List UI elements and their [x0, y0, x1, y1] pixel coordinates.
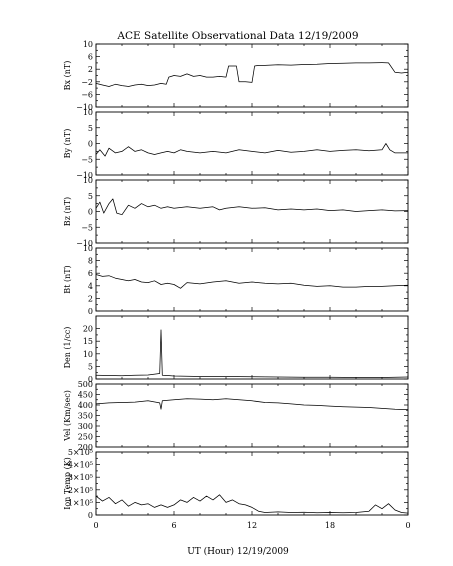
y-tick-label: −10 [76, 239, 93, 248]
series-line-temp [95, 494, 409, 514]
y-tick-label: 4×10⁵ [68, 461, 93, 470]
x-tick-label: 12 [247, 521, 257, 530]
y-tick-label: 6 [88, 53, 93, 62]
y-tick-label: 5×10⁵ [68, 448, 93, 457]
y-tick-label: −10 [76, 103, 93, 112]
y-tick-label: −6 [81, 90, 93, 99]
y-tick-label: 8 [88, 257, 93, 266]
x-axis-tick-labels: 0 6 12 18 0 [93, 521, 410, 530]
y-axis-label: Vel (Km/sec) [63, 390, 72, 442]
y-axis-label: Bt (nT) [63, 265, 72, 293]
y-tick-label: 0 [88, 511, 93, 520]
x-tick-label: 18 [325, 521, 335, 530]
y-tick-label: −10 [76, 171, 93, 180]
y-tick-label: 250 [78, 433, 93, 442]
y-tick-label: −5 [81, 155, 93, 164]
y-tick-label: 10 [83, 244, 93, 253]
panel-frame [95, 383, 409, 448]
y-axis-label: Bx (nT) [63, 61, 72, 91]
x-axis-label: UT (Hour) 12/19/2009 [187, 546, 289, 557]
y-tick-label: 2×10⁵ [68, 486, 93, 495]
y-tick-label: 10 [83, 176, 93, 185]
y-tick-label: 3×10⁵ [68, 473, 93, 482]
y-tick-label: 6 [88, 269, 93, 278]
y-tick-label: 400 [78, 401, 93, 410]
y-tick-label: 10 [83, 108, 93, 117]
y-tick-label: 1×10⁵ [68, 498, 93, 507]
series-line-by [95, 143, 408, 157]
y-tick-label: 5 [88, 124, 93, 133]
series-line-den [95, 329, 409, 378]
y-tick-label: 500 [78, 380, 93, 389]
panel-frame [95, 315, 409, 380]
y-tick-label: 2 [88, 65, 93, 74]
panel-frame [95, 247, 409, 312]
series-line-bt [95, 274, 409, 289]
panel-frame [95, 111, 409, 176]
panel-bx: 10 6 2 −2 −6 −10 Bx (nT) [63, 40, 409, 112]
y-tick-label: 2 [88, 294, 93, 303]
y-tick-label: 300 [78, 422, 93, 431]
series-line-bz [95, 198, 409, 216]
panel-bt: 10 8 6 4 2 0 Bt (nT) [63, 244, 409, 316]
panel-by: 10 5 0 −5 −10 By (nT) [63, 108, 409, 180]
y-tick-label: 0 [88, 140, 93, 149]
y-tick-label: 4 [88, 282, 93, 291]
y-tick-label: 450 [78, 391, 93, 400]
series-line-bx [95, 62, 409, 87]
panel-den: 20 15 10 5 0 Den (1/cc) [63, 315, 409, 384]
y-axis-label: Ion Temp (K) [63, 457, 72, 510]
y-tick-label: −2 [81, 78, 93, 87]
x-tick-label: 0 [405, 521, 410, 530]
y-tick-label: −5 [81, 223, 93, 232]
series-line-vel [95, 398, 409, 410]
panel-frame [95, 43, 409, 108]
y-tick-label: 0 [88, 375, 93, 384]
y-tick-label: 5 [88, 362, 93, 371]
x-tick-label: 6 [171, 521, 176, 530]
chart-title: ACE Satellite Observational Data 12/19/2… [116, 30, 358, 42]
panels: 10 6 2 −2 −6 −10 Bx (nT) 10 5 0 −5 −10 By (nT) 10 5 0 −5… [63, 40, 409, 520]
panel-frame [95, 451, 409, 516]
y-axis-label: Bz (nT) [63, 197, 72, 226]
y-tick-label: 20 [83, 325, 93, 334]
y-tick-label: 200 [78, 443, 93, 452]
panel-temp: 5×10⁵ 4×10⁵ 3×10⁵ 2×10⁵ 1×10⁵ 0 Ion Temp (K) [63, 448, 409, 520]
x-tick-label: 0 [93, 521, 98, 530]
y-tick-label: 5 [88, 192, 93, 201]
y-tick-label: 0 [88, 307, 93, 316]
y-tick-label: 350 [78, 412, 93, 421]
y-tick-label: 10 [83, 40, 93, 49]
y-tick-label: 0 [88, 208, 93, 217]
y-axis-label: By (nT) [63, 129, 72, 159]
panel-bz: 10 5 0 −5 −10 Bz (nT) [63, 176, 409, 248]
y-axis-label: Den (1/cc) [63, 327, 72, 369]
y-tick-label: 15 [83, 337, 93, 346]
y-tick-label: 10 [83, 350, 93, 359]
